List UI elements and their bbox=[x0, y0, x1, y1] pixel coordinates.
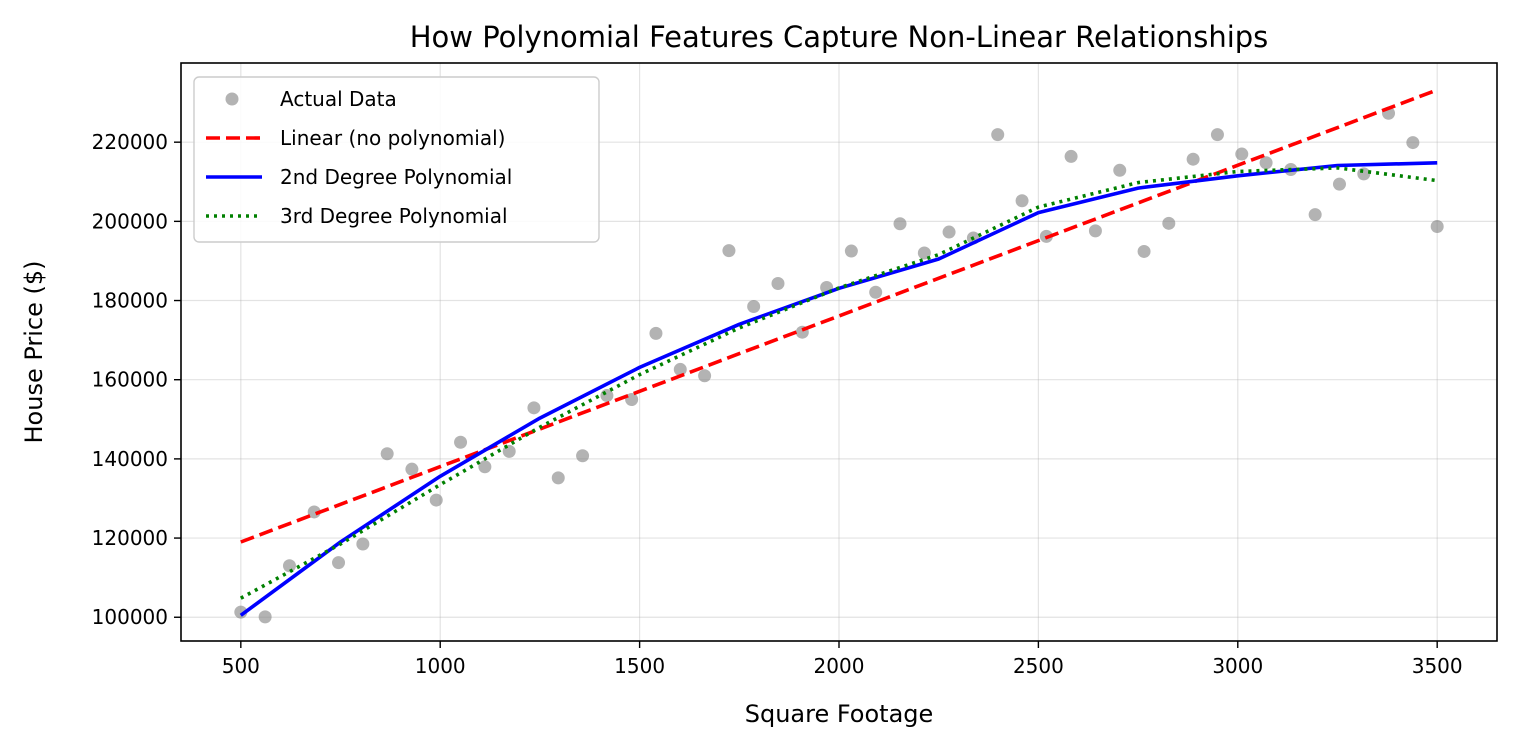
data-point bbox=[1235, 147, 1249, 161]
data-point bbox=[942, 225, 956, 239]
y-tick-label: 200000 bbox=[92, 209, 168, 233]
data-point bbox=[1113, 163, 1127, 177]
data-point bbox=[844, 244, 858, 258]
y-tick-label: 100000 bbox=[92, 605, 168, 629]
data-point bbox=[332, 556, 346, 570]
data-point bbox=[893, 217, 907, 231]
chart-title: How Polynomial Features Capture Non-Line… bbox=[410, 20, 1269, 54]
data-point bbox=[649, 326, 663, 340]
axis-ticks: 500 1000 1500 2000 2500 3000 3500 100000 120000 1… bbox=[92, 130, 1463, 678]
data-point bbox=[356, 537, 370, 551]
grid bbox=[181, 63, 1497, 641]
data-point bbox=[478, 460, 492, 474]
data-point bbox=[429, 493, 443, 507]
data-point bbox=[869, 285, 883, 299]
legend-label: 2nd Degree Polynomial bbox=[280, 165, 512, 189]
data-point bbox=[576, 449, 590, 463]
legend: Actual Data Linear (no polynomial) 2nd Deg… bbox=[193, 76, 600, 243]
data-point bbox=[282, 559, 296, 573]
data-point bbox=[771, 277, 785, 291]
y-tick-label: 180000 bbox=[92, 289, 168, 313]
x-tick-label: 2500 bbox=[1013, 654, 1064, 678]
data-point bbox=[1430, 220, 1444, 234]
data-point bbox=[991, 128, 1005, 142]
x-tick-label: 3000 bbox=[1212, 654, 1263, 678]
y-tick-label: 140000 bbox=[92, 447, 168, 471]
data-point bbox=[917, 246, 931, 260]
x-tick-label: 1500 bbox=[614, 654, 665, 678]
legend-label: Linear (no polynomial) bbox=[280, 126, 505, 150]
data-point bbox=[1357, 167, 1371, 181]
legend-label: 3rd Degree Polynomial bbox=[280, 204, 508, 228]
x-axis-title: Square Footage bbox=[745, 700, 934, 728]
data-point bbox=[722, 244, 736, 258]
y-tick-label: 220000 bbox=[92, 130, 168, 154]
data-point bbox=[1332, 177, 1346, 191]
data-point bbox=[551, 471, 565, 485]
data-point bbox=[1088, 224, 1102, 238]
x-tick-label: 3500 bbox=[1412, 654, 1463, 678]
legend-box bbox=[193, 76, 600, 243]
plot-series bbox=[234, 88, 1444, 624]
legend-label: Actual Data bbox=[280, 87, 397, 111]
data-point bbox=[1015, 194, 1029, 208]
data-point bbox=[454, 435, 468, 449]
data-point bbox=[747, 299, 761, 313]
x-tick-label: 1000 bbox=[415, 654, 466, 678]
cubic-fit-line bbox=[239, 166, 1438, 600]
data-point bbox=[1064, 149, 1078, 163]
data-point bbox=[625, 393, 639, 407]
data-point bbox=[1186, 152, 1200, 166]
data-point bbox=[258, 610, 272, 624]
data-point bbox=[1308, 208, 1322, 222]
x-tick-label: 2000 bbox=[814, 654, 865, 678]
data-point bbox=[1259, 156, 1273, 170]
data-point bbox=[698, 369, 712, 383]
y-tick-label: 160000 bbox=[92, 368, 168, 392]
data-point bbox=[1406, 136, 1420, 150]
data-point bbox=[380, 447, 394, 461]
y-tick-label: 120000 bbox=[92, 526, 168, 550]
data-point bbox=[234, 605, 248, 619]
data-point bbox=[1210, 128, 1224, 142]
data-point bbox=[405, 462, 419, 476]
data-point bbox=[1162, 216, 1176, 230]
data-point bbox=[307, 505, 321, 519]
x-tick-label: 500 bbox=[222, 654, 260, 678]
data-point bbox=[1137, 244, 1151, 258]
linear-fit-line bbox=[240, 88, 1438, 544]
legend-marker bbox=[225, 92, 239, 106]
data-point bbox=[527, 401, 541, 415]
y-axis-title: House Price ($) bbox=[20, 260, 48, 443]
data-point bbox=[673, 362, 687, 376]
